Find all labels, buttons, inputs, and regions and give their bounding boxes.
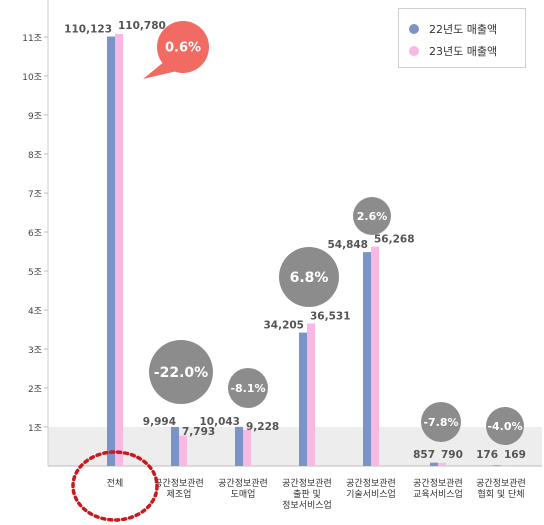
growth-bubble	[486, 407, 524, 445]
bar-22	[107, 36, 115, 467]
growth-bubble	[279, 247, 339, 307]
y-tick-label: 3조	[28, 346, 42, 356]
legend-label-23: 23년도 매출액	[429, 45, 498, 58]
lower-band	[48, 427, 542, 466]
growth-label: -4.0%	[487, 420, 522, 433]
bar-22	[493, 465, 501, 466]
growth-label: 0.6%	[165, 41, 201, 56]
growth-bubble	[421, 402, 461, 442]
y-tick-label: 1조	[28, 424, 42, 434]
value-label-23: 36,531	[310, 311, 351, 323]
legend-item-23: 23년도 매출액	[409, 43, 497, 59]
growth-bubble	[149, 340, 213, 404]
category-label: 공간정보관련 제조업	[154, 478, 204, 500]
y-tick-label: 2조	[28, 385, 42, 395]
chart-legend: 22년도 매출액 23년도 매출액	[398, 8, 526, 68]
category-label: 공간정보관련 도매업	[218, 478, 268, 500]
value-label-23: 9,228	[246, 421, 279, 433]
bar-22	[363, 252, 371, 466]
value-label-22: 110,123	[64, 24, 112, 36]
bar-22	[430, 462, 438, 466]
value-label-23: 7,793	[182, 426, 215, 438]
value-label-23: 110,780	[118, 20, 166, 32]
bar-23	[307, 323, 315, 466]
bar-23	[243, 430, 251, 466]
legend-swatch-23	[409, 46, 419, 56]
category-label: 공간정보관련 기술서비스업	[346, 478, 396, 500]
category-label: 전체	[107, 478, 124, 489]
value-label-22: 54,848	[327, 239, 368, 251]
y-tick-label: 4조	[28, 307, 42, 317]
bar-22	[299, 332, 307, 466]
highlight-circle	[71, 450, 159, 522]
growth-bubble	[228, 368, 268, 408]
legend-label-22: 22년도 매출액	[429, 23, 498, 36]
bar-23	[371, 246, 379, 466]
value-label-23: 56,268	[374, 234, 415, 246]
value-label-23: 169	[504, 449, 526, 461]
y-tick-label: 7조	[28, 190, 42, 200]
value-label-22: 857	[413, 449, 435, 461]
category-label: 공간정보관련 협회 및 단체	[476, 478, 526, 500]
growth-bubble	[353, 197, 391, 235]
category-label: 공간정보관련 출판 및 정보서비스업	[282, 478, 332, 511]
legend-swatch-22	[409, 24, 419, 34]
bar-22	[235, 426, 243, 466]
y-tick-label: 5조	[28, 268, 42, 278]
category-label: 공간정보관련 교육서비스업	[413, 478, 463, 500]
y-tick-label: 9조	[28, 112, 42, 122]
growth-label: -7.8%	[423, 416, 458, 429]
value-label-23: 790	[441, 449, 463, 461]
value-label-22: 34,205	[263, 320, 304, 332]
growth-label: -22.0%	[154, 365, 208, 381]
bar-23	[501, 465, 509, 466]
bar-23	[438, 462, 446, 466]
y-tick-label: 10조	[22, 73, 42, 83]
growth-label: -8.1%	[230, 382, 265, 395]
value-label-22: 176	[476, 449, 498, 461]
y-tick-label: 8조	[28, 151, 42, 161]
growth-bubble	[157, 21, 209, 73]
legend-item-22: 22년도 매출액	[409, 21, 497, 37]
value-label-22: 10,043	[199, 416, 240, 428]
bar-22	[171, 427, 179, 466]
growth-label: 6.8%	[290, 270, 329, 286]
value-label-22: 9,994	[143, 416, 176, 428]
bar-23	[179, 435, 187, 466]
growth-label: 2.6%	[357, 210, 388, 223]
y-tick-label: 6조	[28, 229, 42, 239]
y-tick-label: 11조	[22, 34, 42, 44]
bar-23	[115, 33, 123, 466]
